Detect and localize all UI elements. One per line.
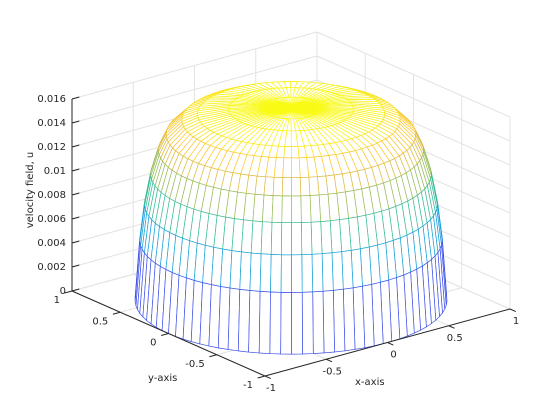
- mesh-cell: [301, 221, 313, 256]
- mesh-cell: [259, 253, 272, 293]
- mesh-cell: [258, 291, 271, 354]
- y-tick: [64, 290, 73, 294]
- mesh-cell: [239, 251, 252, 291]
- mesh-cell: [229, 250, 242, 290]
- y-tick: [257, 375, 266, 379]
- z-tick: [71, 264, 80, 268]
- mesh-cell: [249, 252, 262, 292]
- z-tick: [71, 216, 80, 220]
- z-tick: [71, 96, 80, 100]
- grid-line: [71, 55, 318, 124]
- mesh-cell: [270, 221, 283, 256]
- y-tick-label: 1: [54, 295, 60, 306]
- x-tick-label: 0: [390, 350, 396, 361]
- mesh-cell: [301, 253, 314, 293]
- x-axis-label: x-axis: [355, 377, 385, 388]
- mesh-cell: [250, 220, 263, 255]
- z-tick-label: 0.012: [37, 142, 66, 153]
- mesh-cell: [260, 221, 273, 255]
- mesh-cell: [331, 251, 344, 291]
- z-axis-label: velocity field, u: [25, 152, 36, 229]
- mesh-cell: [262, 194, 274, 223]
- y-axis-label: y-axis: [148, 373, 177, 384]
- z-tick: [71, 288, 80, 292]
- mesh-cell: [311, 253, 324, 293]
- mesh-cell: [263, 176, 275, 196]
- mesh-cell: [300, 195, 312, 223]
- z-tick-label: 0.006: [37, 214, 66, 225]
- mesh-cell: [310, 221, 323, 255]
- x-tick-label: 1: [513, 316, 519, 327]
- y-tick: [161, 333, 169, 336]
- mesh-cell: [321, 252, 334, 292]
- mesh-cell: [248, 290, 261, 354]
- mesh-cell: [272, 176, 284, 197]
- mesh-cell: [291, 222, 303, 256]
- x-tick: [264, 375, 271, 380]
- mesh-cell: [273, 157, 285, 178]
- y-axis: [71, 290, 266, 377]
- mesh-cell: [237, 289, 251, 353]
- mesh-cell: [309, 194, 322, 223]
- x-tick-label: -1: [266, 383, 276, 394]
- z-tick: [71, 168, 80, 172]
- z-tick: [71, 144, 80, 148]
- mesh-cell: [280, 292, 292, 355]
- mesh-cell: [291, 195, 302, 224]
- mesh-cell: [283, 146, 292, 159]
- y-tick-label: 0: [150, 338, 156, 349]
- mesh-cell: [270, 254, 282, 293]
- z-tick-label: 0.016: [37, 94, 66, 105]
- x-tick: [448, 325, 455, 329]
- z-tick-label: 0.014: [37, 118, 66, 129]
- mesh-cell: [320, 220, 333, 255]
- mesh-cell: [301, 291, 314, 355]
- x-tick: [387, 342, 394, 346]
- mesh-cell: [332, 288, 346, 353]
- mesh-cell: [227, 287, 241, 352]
- mesh-cell: [281, 222, 292, 256]
- z-tick-label: 0.008: [37, 190, 66, 201]
- y-tick-label: -1: [243, 380, 253, 391]
- axes: -1-0.500.51-1-0.500.5100.0020.0040.0060.…: [37, 94, 519, 394]
- grid-line: [316, 55, 511, 142]
- mesh-cell: [291, 254, 303, 293]
- x-tick-label: -0.5: [322, 366, 342, 377]
- z-tick-label: 0.01: [44, 166, 66, 177]
- mesh-cell: [291, 177, 302, 197]
- mesh-cell: [341, 250, 354, 290]
- mesh-cell: [282, 157, 292, 179]
- y-tick: [112, 311, 121, 315]
- mesh-cell: [291, 146, 300, 159]
- mesh-cell: [312, 290, 325, 354]
- mesh-cell: [322, 290, 335, 354]
- z-tick: [71, 240, 80, 244]
- mesh-cell: [308, 176, 320, 196]
- mesh-cell: [291, 291, 303, 355]
- x-tick: [326, 358, 333, 363]
- mesh-cell: [271, 195, 283, 223]
- grid-line: [71, 31, 318, 100]
- z-tick: [71, 192, 80, 196]
- surface: [134, 81, 448, 355]
- mesh-cell: [299, 176, 311, 197]
- y-tick: [209, 354, 217, 358]
- x-tick-label: 0.5: [447, 333, 463, 344]
- x-axis: [264, 308, 511, 377]
- mesh-cell: [281, 195, 292, 224]
- mesh-cell: [281, 177, 292, 197]
- x-tick: [509, 308, 516, 313]
- y-tick-label: 0.5: [92, 316, 108, 327]
- mesh-cell: [342, 287, 356, 352]
- z-tick-label: 0.004: [37, 238, 66, 249]
- z-tick: [71, 120, 80, 124]
- z-tick-label: 0: [60, 286, 66, 297]
- mesh-cell: [269, 291, 282, 355]
- z-tick-label: 0.002: [37, 262, 66, 273]
- mesh-cell: [280, 254, 292, 293]
- grid-line: [316, 31, 511, 118]
- y-tick-label: -0.5: [185, 359, 205, 370]
- mesh-cell: [291, 157, 301, 179]
